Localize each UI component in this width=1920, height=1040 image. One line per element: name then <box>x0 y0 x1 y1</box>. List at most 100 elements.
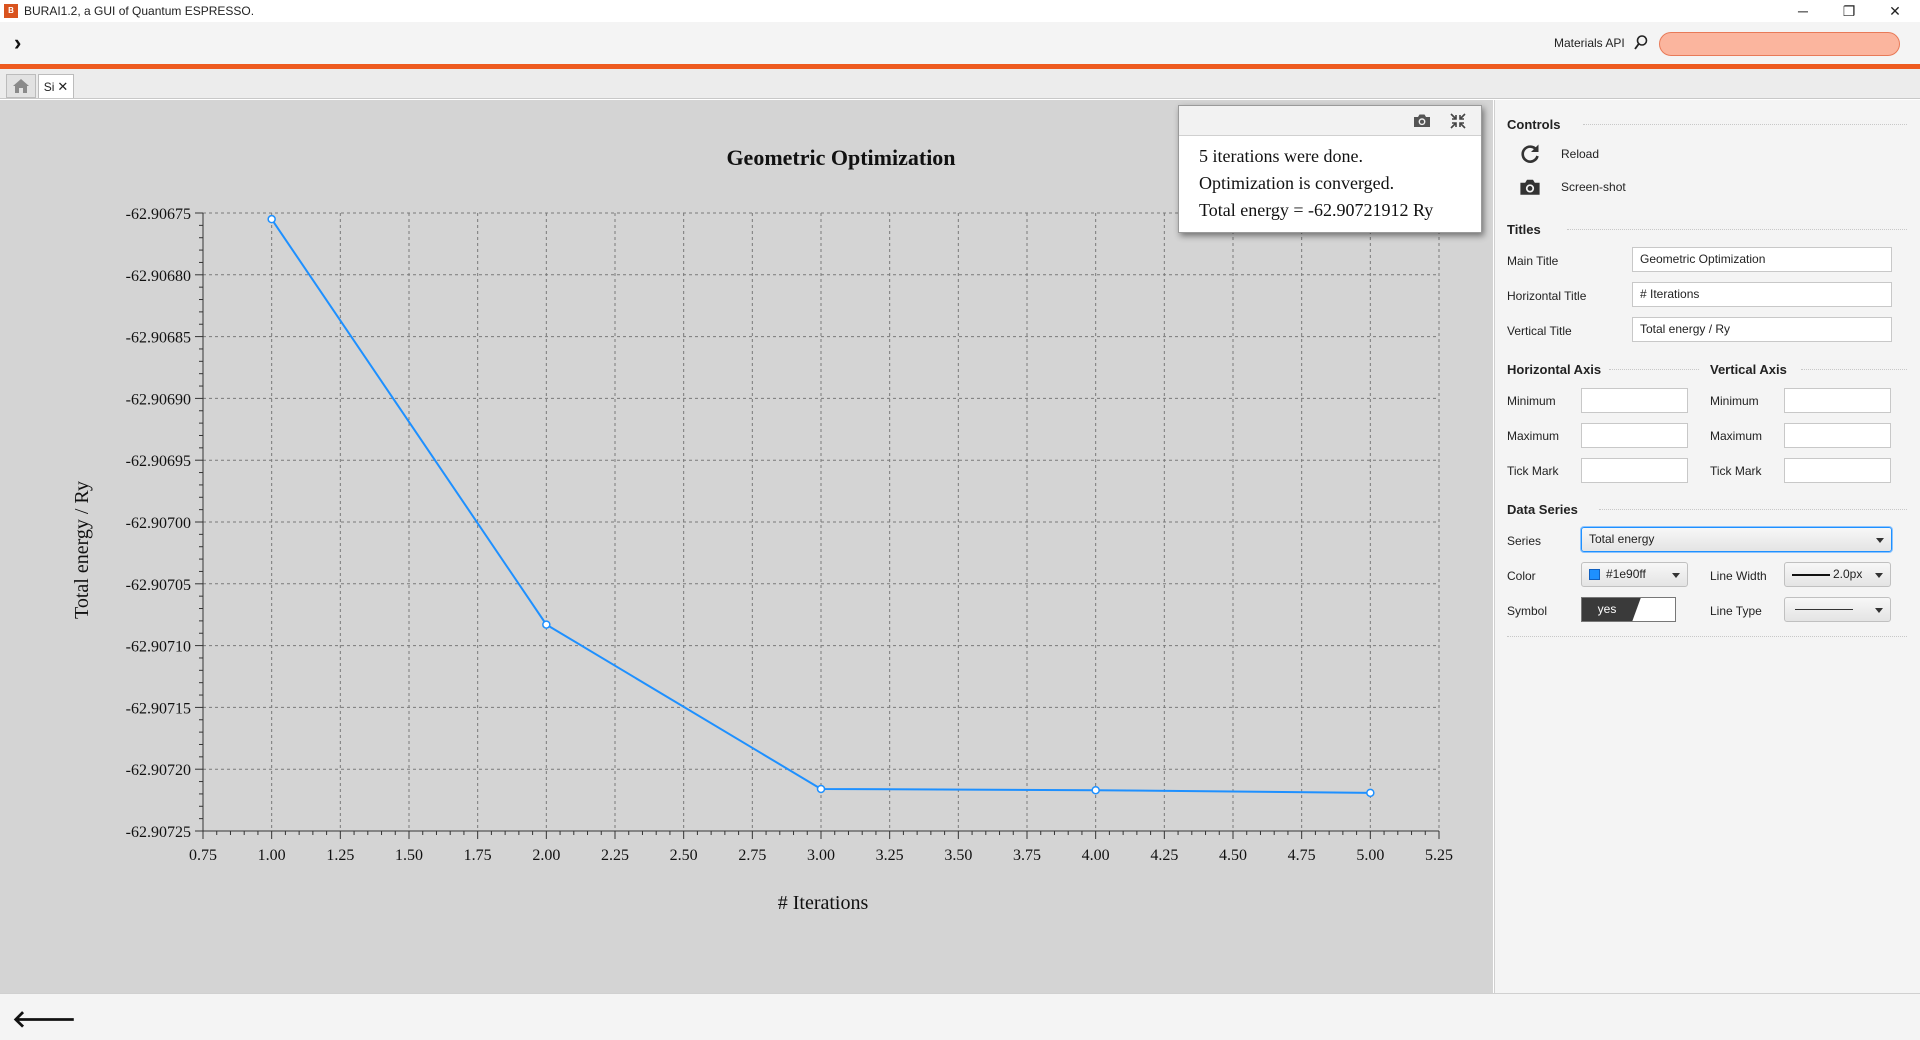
info-popup-header <box>1179 106 1481 136</box>
arrow-left-icon[interactable]: 🡐 <box>12 1006 77 1033</box>
x-tick-label: 2.25 <box>601 847 629 864</box>
v-maximum-label: Maximum <box>1710 429 1763 443</box>
y-tick-label: -62.90680 <box>126 268 191 285</box>
vertical-title-input[interactable]: Total energy / Ry <box>1632 317 1892 342</box>
symbol-label: Symbol <box>1507 604 1548 618</box>
close-button[interactable]: ✕ <box>1889 2 1901 19</box>
divider <box>1583 124 1907 125</box>
line-width-value: 2.0px <box>1833 567 1863 581</box>
app-logo-icon: B <box>4 4 18 18</box>
line-width-select[interactable]: 2.0px <box>1784 562 1891 587</box>
camera-icon[interactable] <box>1413 113 1431 128</box>
h-tick-input[interactable] <box>1581 458 1688 483</box>
tab-strip: Si ✕ <box>0 69 1920 99</box>
series-select[interactable]: Total energy <box>1581 527 1892 552</box>
vertical-title-label: Vertical Title <box>1507 324 1572 338</box>
x-tick-label: 3.75 <box>1013 847 1041 864</box>
data-point <box>1091 785 1100 795</box>
x-tick-label: 2.50 <box>670 847 698 864</box>
divider <box>1507 636 1907 637</box>
data-point <box>1366 788 1375 798</box>
symbol-toggle[interactable]: yes <box>1581 597 1676 622</box>
divider <box>1609 369 1699 370</box>
y-tick-label: -62.90695 <box>126 453 191 470</box>
y-tick-label: -62.90715 <box>126 700 191 717</box>
top-toolbar: › Materials API <box>0 22 1920 64</box>
x-tick-label: 4.25 <box>1150 847 1178 864</box>
minimize-popup-icon[interactable] <box>1450 113 1466 129</box>
y-tick-label: -62.90685 <box>126 330 191 347</box>
chevron-down-icon <box>1672 573 1680 578</box>
info-line-iterations: 5 iterations were done. <box>1199 146 1363 166</box>
chevron-down-icon <box>1876 538 1884 543</box>
divider <box>1567 229 1907 230</box>
optimization-chart: Geometric Optimization -62.90675 -62.90680… <box>71 145 1453 914</box>
y-tick-label: -62.90720 <box>126 762 191 779</box>
horizontal-title-input[interactable]: # Iterations <box>1632 282 1892 307</box>
y-tick-label: -62.90725 <box>126 824 191 841</box>
main-title-label: Main Title <box>1507 254 1559 268</box>
data-series-heading: Data Series <box>1507 502 1578 517</box>
accent-bar <box>0 64 1920 69</box>
x-tick-label: 4.75 <box>1288 847 1316 864</box>
y-axis-label: Total energy / Ry <box>71 481 93 619</box>
color-value: #1e90ff <box>1606 567 1646 581</box>
v-tick-input[interactable] <box>1784 458 1891 483</box>
x-tick-label: 5.00 <box>1356 847 1384 864</box>
main-title-input[interactable]: Geometric Optimization <box>1632 247 1892 272</box>
x-tick-label: 5.25 <box>1425 847 1453 864</box>
x-tick-label: 1.25 <box>326 847 354 864</box>
info-line-energy: Total energy = -62.90721912 Ry <box>1199 200 1434 220</box>
symbol-toggle-value: yes <box>1582 598 1632 621</box>
search-icon[interactable] <box>1633 34 1649 52</box>
divider <box>1599 509 1907 510</box>
v-minimum-input[interactable] <box>1784 388 1891 413</box>
tab-si-label: Si <box>43 79 55 94</box>
reload-label: Reload <box>1561 147 1600 161</box>
v-maximum-input[interactable] <box>1784 423 1891 448</box>
home-icon <box>13 79 29 93</box>
info-line-converged: Optimization is converged. <box>1199 173 1395 193</box>
x-tick-label: 1.50 <box>395 847 423 864</box>
horizontal-title-label: Horizontal Title <box>1507 289 1587 303</box>
camera-icon <box>1520 179 1540 195</box>
series-label: Series <box>1507 534 1542 548</box>
reload-icon <box>1521 144 1539 163</box>
x-axis-label: # Iterations <box>778 892 869 914</box>
x-tick-label: 4.50 <box>1219 847 1247 864</box>
line-type-select[interactable] <box>1784 597 1891 622</box>
chart-area: Geometric Optimization -62.90675 -62.90680… <box>0 100 1493 993</box>
screenshot-button[interactable]: Screen-shot <box>1519 178 1626 196</box>
color-swatch <box>1589 569 1600 580</box>
screenshot-label: Screen-shot <box>1561 180 1626 194</box>
v-minimum-label: Minimum <box>1710 394 1759 408</box>
y-tick-label: -62.90675 <box>126 206 191 223</box>
reload-button[interactable]: Reload <box>1519 143 1599 165</box>
chart-title: Geometric Optimization <box>726 145 955 170</box>
x-tick-label: 3.50 <box>944 847 972 864</box>
vertical-axis-heading: Vertical Axis <box>1710 362 1787 377</box>
x-tick-label: 1.75 <box>464 847 492 864</box>
chevron-right-icon[interactable]: › <box>14 30 22 55</box>
line-type-preview <box>1795 609 1853 610</box>
tab-home[interactable] <box>6 74 36 98</box>
color-picker[interactable]: #1e90ff <box>1581 562 1688 587</box>
tab-si[interactable]: Si ✕ <box>38 74 74 98</box>
h-tick-label: Tick Mark <box>1507 464 1559 478</box>
close-tab-icon[interactable]: ✕ <box>57 78 69 94</box>
data-point <box>542 620 551 629</box>
window-title: BURAI1.2, a GUI of Quantum ESPRESSO. <box>24 4 255 18</box>
x-tick-label: 2.75 <box>738 847 766 864</box>
materials-search-input[interactable] <box>1659 32 1900 56</box>
h-minimum-input[interactable] <box>1581 388 1688 413</box>
y-tick-label: -62.90710 <box>126 639 191 656</box>
line-type-label: Line Type <box>1710 604 1762 618</box>
h-maximum-input[interactable] <box>1581 423 1688 448</box>
restore-button[interactable]: ❐ <box>1842 2 1856 19</box>
v-tick-label: Tick Mark <box>1710 464 1762 478</box>
minimize-button[interactable]: ─ <box>1798 3 1808 19</box>
x-tick-label: 1.00 <box>258 847 286 864</box>
h-maximum-label: Maximum <box>1507 429 1560 443</box>
h-minimum-label: Minimum <box>1507 394 1556 408</box>
